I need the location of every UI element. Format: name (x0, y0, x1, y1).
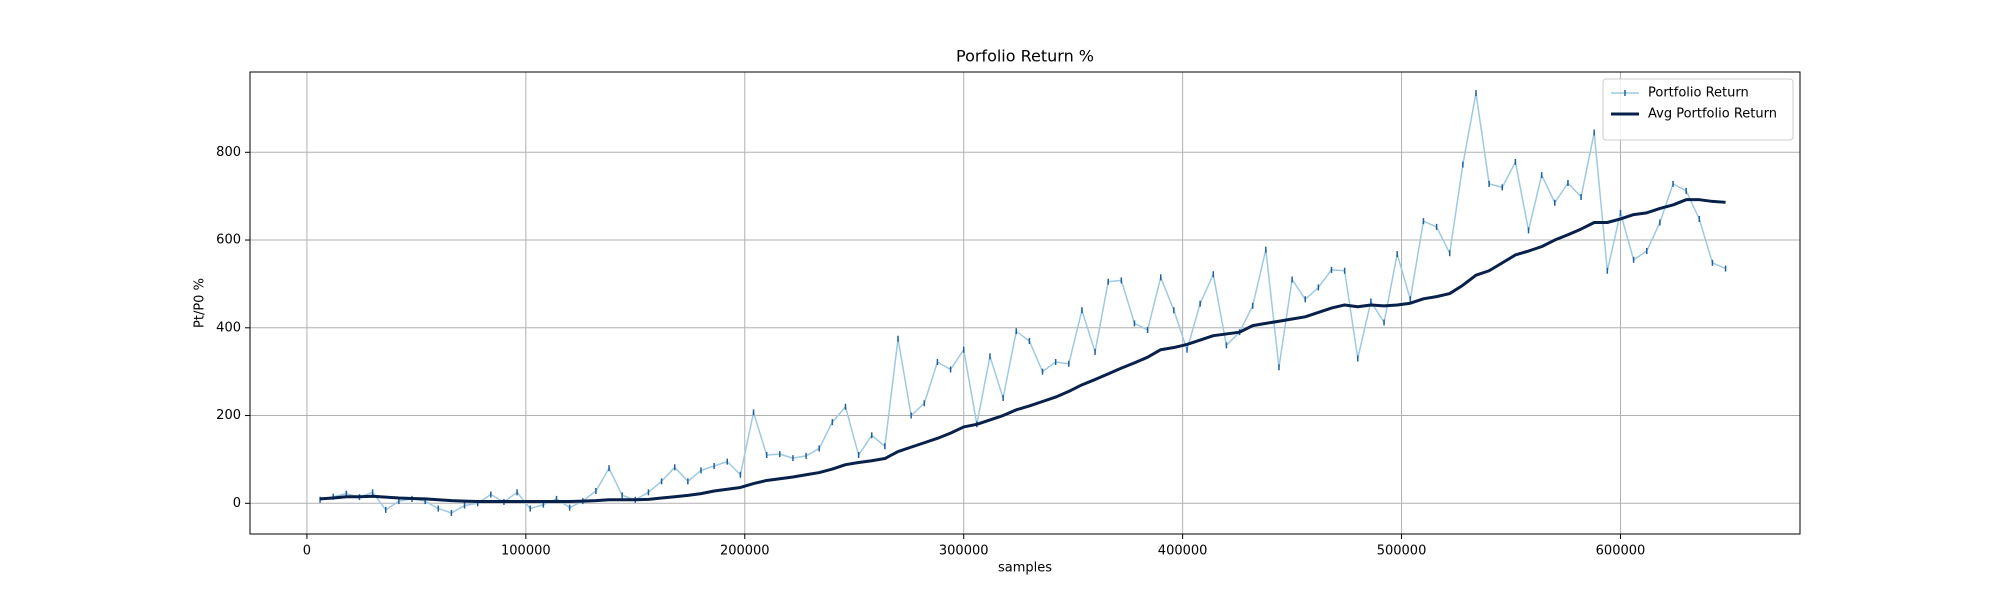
legend-label: Portfolio Return (1648, 86, 1749, 101)
legend: Portfolio Return Avg Portfolio Return (1602, 78, 1794, 141)
x-tick-label: 100000 (501, 544, 551, 559)
chart-title: Porfolio Return % (956, 47, 1094, 66)
y-axis-label: Pt/P0 % (193, 278, 208, 328)
x-axis-label: samples (998, 561, 1052, 576)
series-line (319, 92, 1726, 514)
x-tick-label: 400000 (1158, 544, 1208, 559)
x-tick-label: 500000 (1377, 544, 1427, 559)
plot-frame (249, 71, 1801, 535)
y-tick-label: 400 (216, 320, 241, 335)
legend-box (1602, 78, 1794, 141)
y-tick-label: 800 (216, 145, 241, 160)
legend-label: Avg Portfolio Return (1648, 107, 1777, 122)
y-tick-label: 200 (216, 408, 241, 423)
x-tick-label: 200000 (720, 544, 770, 559)
y-tick-label: 0 (233, 496, 241, 511)
x-tick-label: 300000 (939, 544, 989, 559)
x-tick-label: 600000 (1596, 544, 1646, 559)
y-tick-label: 600 (216, 233, 241, 248)
series-line (319, 198, 1726, 504)
x-tick-label: 0 (303, 544, 311, 559)
